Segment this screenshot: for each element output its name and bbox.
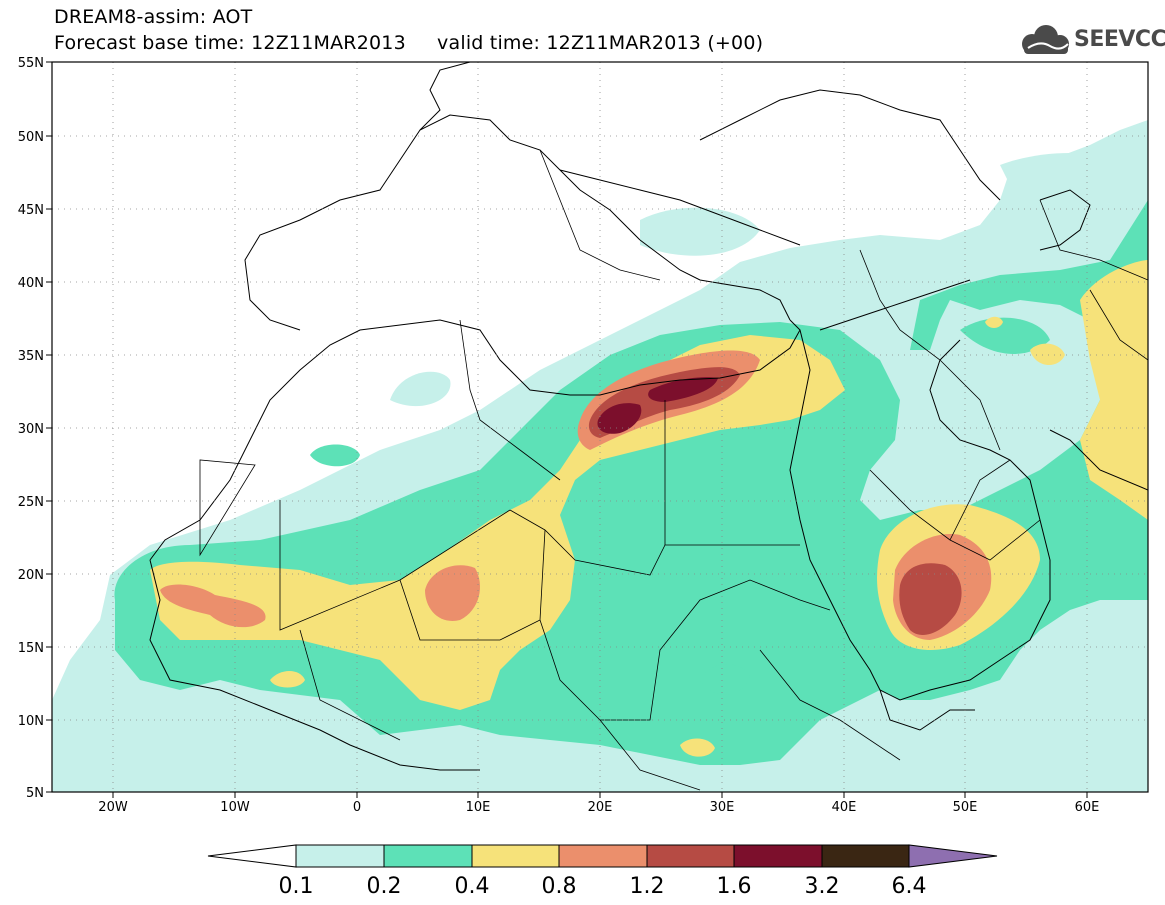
lat-labels: 55N 50N 45N 40N 35N 30N 25N 20N 15N 10N … xyxy=(18,56,44,801)
colorbar-swatch xyxy=(295,844,385,868)
lon-label: 30E xyxy=(710,800,735,815)
colorbar-label: 0.8 xyxy=(542,874,577,899)
lon-label: 10W xyxy=(220,800,250,815)
lon-label: 0 xyxy=(353,800,361,815)
colorbar-label: 6.4 xyxy=(892,874,927,899)
colorbar-label: 0.1 xyxy=(279,874,314,899)
lon-labels: 20W 10W 0 10E 20E 30E 40E 50E 60E xyxy=(98,800,1099,815)
map-title: DREAM8-assim: AOT xyxy=(54,6,253,28)
lon-label: 20E xyxy=(588,800,613,815)
colorbar-label: 0.2 xyxy=(367,874,402,899)
colorbar xyxy=(207,844,998,868)
lon-label: 50E xyxy=(953,800,978,815)
borders xyxy=(199,149,1148,791)
colorbar-swatch xyxy=(383,844,473,868)
lon-label: 20W xyxy=(98,800,128,815)
lat-label: 20N xyxy=(18,568,44,583)
forecast-time-info: Forecast base time: 12Z11MAR2013 valid t… xyxy=(54,32,764,54)
colorbar-swatch xyxy=(646,844,735,868)
colorbar-label: 1.6 xyxy=(717,874,752,899)
tick-marks xyxy=(46,61,1088,798)
aot-field xyxy=(52,120,1148,792)
lon-label: 10E xyxy=(466,800,491,815)
colorbar-swatch xyxy=(558,844,648,868)
lon-label: 60E xyxy=(1075,800,1100,815)
lat-label: 5N xyxy=(26,786,44,801)
colorbar-label: 0.4 xyxy=(455,874,490,899)
colorbar-swatch xyxy=(733,844,823,868)
lat-label: 50N xyxy=(18,130,44,145)
colorbar-low-arrow xyxy=(207,844,297,868)
lat-label: 25N xyxy=(18,495,44,510)
lat-label: 40N xyxy=(18,276,44,291)
aot-level-1.6 xyxy=(597,377,718,434)
cloud-logo-icon xyxy=(1022,25,1069,54)
logo-text: SEEVCCC xyxy=(1074,27,1165,52)
colorbar-label: 1.2 xyxy=(630,874,665,899)
lat-label: 15N xyxy=(18,641,44,656)
lat-label: 30N xyxy=(18,422,44,437)
lon-label: 40E xyxy=(832,800,857,815)
lat-label: 10N xyxy=(18,714,44,729)
colorbar-high-arrow xyxy=(908,844,998,868)
colorbar-swatch xyxy=(471,844,560,868)
lat-label: 35N xyxy=(18,349,44,364)
colorbar-swatch xyxy=(821,844,910,868)
lat-label: 45N xyxy=(18,203,44,218)
lat-label: 55N xyxy=(18,56,44,71)
coastlines xyxy=(149,62,1148,771)
colorbar-labels: 0.1 0.2 0.4 0.8 1.2 1.6 3.2 6.4 xyxy=(279,874,927,899)
colorbar-label: 3.2 xyxy=(805,874,840,899)
